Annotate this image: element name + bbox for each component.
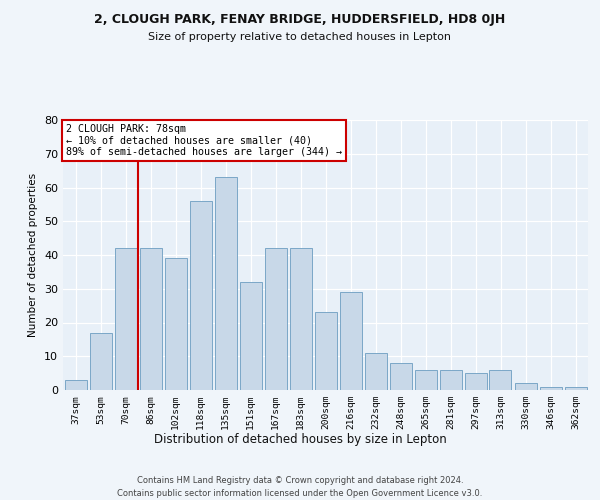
Bar: [89, 332, 112, 390]
Bar: [190, 201, 212, 390]
Bar: [389, 363, 412, 390]
Bar: [515, 383, 536, 390]
Bar: [115, 248, 137, 390]
Text: Distribution of detached houses by size in Lepton: Distribution of detached houses by size …: [154, 432, 446, 446]
Bar: [490, 370, 511, 390]
Text: Contains HM Land Registry data © Crown copyright and database right 2024.: Contains HM Land Registry data © Crown c…: [137, 476, 463, 485]
Text: Contains public sector information licensed under the Open Government Licence v3: Contains public sector information licen…: [118, 489, 482, 498]
Text: 2 CLOUGH PARK: 78sqm
← 10% of detached houses are smaller (40)
89% of semi-detac: 2 CLOUGH PARK: 78sqm ← 10% of detached h…: [65, 124, 341, 157]
Bar: [164, 258, 187, 390]
Bar: [539, 386, 562, 390]
Bar: [65, 380, 86, 390]
Bar: [340, 292, 361, 390]
Bar: [464, 373, 487, 390]
Bar: [265, 248, 287, 390]
Y-axis label: Number of detached properties: Number of detached properties: [28, 173, 38, 337]
Bar: [365, 353, 386, 390]
Bar: [314, 312, 337, 390]
Bar: [215, 178, 236, 390]
Bar: [290, 248, 311, 390]
Bar: [439, 370, 461, 390]
Text: 2, CLOUGH PARK, FENAY BRIDGE, HUDDERSFIELD, HD8 0JH: 2, CLOUGH PARK, FENAY BRIDGE, HUDDERSFIE…: [94, 12, 506, 26]
Bar: [239, 282, 262, 390]
Bar: [415, 370, 437, 390]
Text: Size of property relative to detached houses in Lepton: Size of property relative to detached ho…: [149, 32, 452, 42]
Bar: [139, 248, 161, 390]
Bar: [565, 386, 587, 390]
